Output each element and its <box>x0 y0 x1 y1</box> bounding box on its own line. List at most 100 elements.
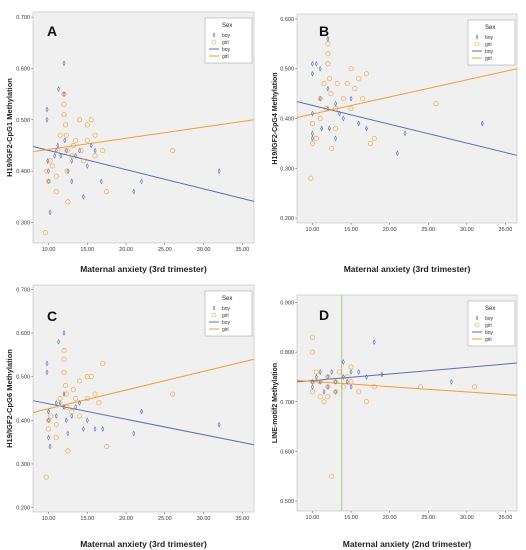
data-point-boy <box>326 36 330 42</box>
data-point-girl <box>92 391 98 397</box>
x-tick-label: 20.00 <box>383 227 397 233</box>
data-point-girl <box>309 334 315 340</box>
data-point-boy <box>318 65 322 72</box>
data-point-girl <box>84 137 90 143</box>
data-point-boy <box>326 85 330 92</box>
data-point-girl <box>326 76 332 82</box>
data-point-boy <box>395 150 399 157</box>
data-point-girl <box>340 384 346 390</box>
chart-panel-b: 0.200 0.300 0.400 0.500 0.600 10.00 15.00 20.00… <box>263 0 526 275</box>
data-point-girl <box>371 384 377 390</box>
data-point-boy <box>89 142 93 149</box>
data-point-girl <box>46 178 52 184</box>
data-point-girl <box>333 379 339 385</box>
x-tick-label: 30.00 <box>460 227 474 233</box>
x-tick-label: 30.00 <box>460 515 474 521</box>
x-tick-label: 25.00 <box>158 516 172 522</box>
data-point-girl <box>92 132 98 138</box>
data-point-girl <box>77 378 83 384</box>
data-point-boy <box>62 330 66 336</box>
y-tick-label: 0.300 <box>16 220 30 226</box>
data-point-boy <box>57 338 61 345</box>
data-point-girl <box>88 117 94 123</box>
data-point-girl <box>170 148 176 154</box>
data-point-boy <box>372 339 376 346</box>
data-point-boy <box>54 413 58 419</box>
data-point-girl <box>367 140 373 146</box>
data-point-boy <box>330 369 334 375</box>
y-tick-label: 0.600 <box>280 449 294 455</box>
data-point-girl <box>53 189 59 195</box>
data-point-boy <box>357 120 361 127</box>
x-tick-label: 20.00 <box>383 515 397 521</box>
chart-panel-d: 0.500 0.600 0.700 0.800 0.900 10.00 15.00 20.00… <box>263 275 526 550</box>
panel-letter: A <box>47 23 57 39</box>
data-point-girl <box>348 364 354 370</box>
data-point-boy <box>54 399 58 406</box>
data-point-girl <box>80 158 86 164</box>
x-tick-label: 10.00 <box>306 227 320 233</box>
legend-marker-boy <box>475 34 479 40</box>
data-point-boy <box>58 399 62 406</box>
legend-label-girl: girl <box>485 42 492 48</box>
data-point-girl <box>104 444 110 450</box>
data-point-girl <box>309 120 315 126</box>
data-point-girl <box>46 426 52 432</box>
data-point-boy <box>45 369 49 376</box>
data-point-boy <box>93 426 97 432</box>
data-point-boy <box>70 157 74 164</box>
x-tick-label: 20.00 <box>119 516 133 522</box>
data-point-boy <box>74 404 78 411</box>
data-point-girl <box>325 394 331 400</box>
data-point-girl <box>61 356 67 362</box>
data-point-girl <box>348 106 354 112</box>
data-point-girl <box>348 66 354 72</box>
data-point-girl <box>92 153 98 159</box>
data-point-boy <box>47 408 50 415</box>
data-point-girl <box>64 404 70 410</box>
chart-c-svg: 0.200 0.300 0.400 0.500 0.600 0.700 10.00 15.00… <box>5 284 255 549</box>
data-point-girl <box>69 409 75 415</box>
chart-panel-a: 0.300 0.400 0.500 0.600 0.700 10.00 15.00 20.00… <box>0 0 263 275</box>
data-point-boy <box>327 125 331 132</box>
data-point-boy <box>480 120 484 127</box>
data-point-girl <box>64 148 70 154</box>
data-point-girl <box>42 230 48 236</box>
y-tick-label: 0.500 <box>16 375 30 381</box>
data-point-girl <box>308 175 314 181</box>
data-point-boy <box>63 137 67 144</box>
data-point-boy <box>357 369 361 375</box>
data-point-girl <box>418 384 424 390</box>
data-point-boy <box>311 110 314 117</box>
data-point-girl <box>328 91 334 97</box>
data-point-boy <box>78 399 81 406</box>
data-point-girl <box>84 374 90 380</box>
data-point-boy <box>45 360 49 367</box>
panel-letter: B <box>319 23 329 39</box>
data-point-girl <box>77 413 83 419</box>
data-point-girl <box>363 71 369 77</box>
data-point-boy <box>311 70 314 77</box>
data-point-boy <box>74 152 78 159</box>
legend-marker-boy <box>475 315 479 321</box>
data-point-boy <box>70 413 74 419</box>
data-point-boy <box>132 430 136 437</box>
legend-marker-boy <box>212 305 216 311</box>
x-tick-label: 35.00 <box>235 247 249 253</box>
data-point-girl <box>61 91 67 97</box>
data-point-girl <box>61 347 67 353</box>
legend-marker-girl <box>211 312 217 318</box>
data-point-girl <box>53 173 59 179</box>
data-point-boy <box>62 391 66 398</box>
legend-label-boy: boy <box>222 306 231 312</box>
fit-line-girl <box>32 358 255 413</box>
data-point-girl <box>371 135 377 141</box>
data-point-girl <box>49 163 55 169</box>
x-tick-label: 30.00 <box>197 516 211 522</box>
data-point-girl <box>356 76 362 82</box>
y-tick-label: 0.700 <box>16 15 30 21</box>
data-point-boy <box>66 430 70 437</box>
data-point-boy <box>365 125 368 132</box>
